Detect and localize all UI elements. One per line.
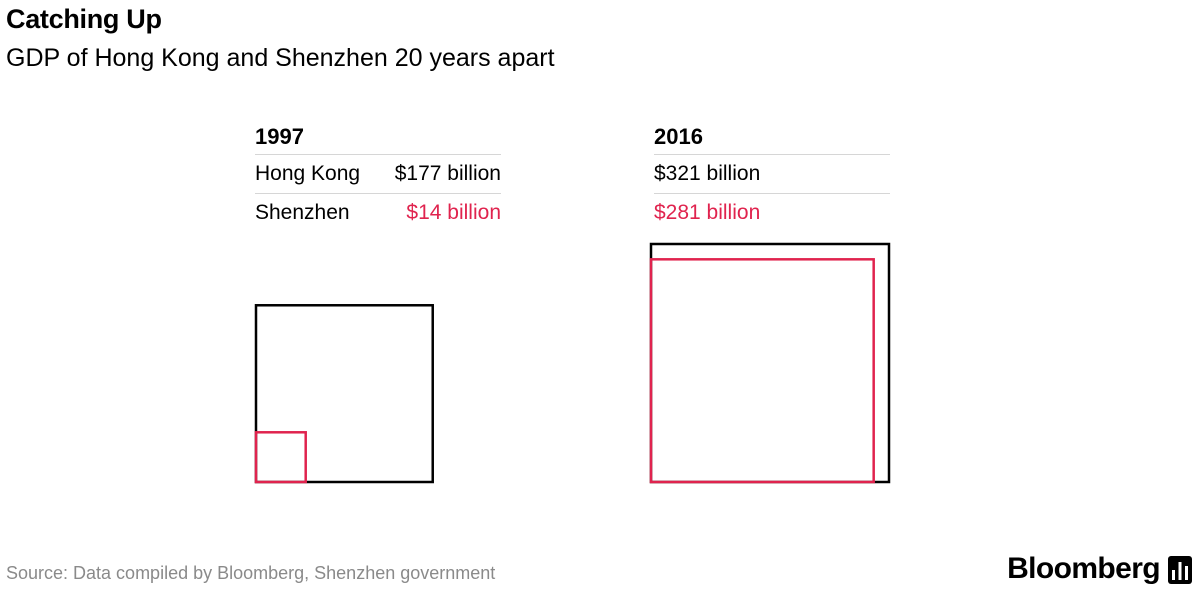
square-shenzhen-1997 <box>254 431 307 484</box>
value-hong-kong-2016: $321 billion <box>654 162 761 185</box>
label-hong-kong: Hong Kong <box>255 162 361 185</box>
row-shenzhen-2016: $281 billion <box>654 193 890 232</box>
bloomberg-logo: Bloomberg <box>1007 552 1161 585</box>
panel-1997: 1997 Hong Kong $177 billion Shenzhen $14… <box>255 120 501 232</box>
square-shenzhen-2016 <box>649 258 875 484</box>
bloomberg-terminal-icon <box>1168 556 1192 584</box>
square-hong-kong-1997 <box>254 304 434 484</box>
row-hong-kong-2016: $321 billion <box>654 154 890 193</box>
label-shenzhen: Shenzhen <box>255 201 350 224</box>
value-shenzhen-2016: $281 billion <box>654 201 761 224</box>
panel-2016: 2016 $321 billion $281 billion <box>654 120 890 232</box>
source-note: Source: Data compiled by Bloomberg, Shen… <box>6 563 496 583</box>
value-shenzhen-1997: $14 billion <box>406 201 501 224</box>
value-hong-kong-1997: $177 billion <box>394 162 501 185</box>
panel-year-2016: 2016 <box>654 124 703 149</box>
chart-subtitle: GDP of Hong Kong and Shenzhen 20 years a… <box>6 44 555 72</box>
square-hong-kong-2016 <box>649 242 891 484</box>
row-shenzhen-1997: Shenzhen $14 billion <box>255 193 501 232</box>
panel-year-1997: 1997 <box>255 124 304 149</box>
row-hong-kong-1997: Hong Kong $177 billion <box>255 154 501 193</box>
chart-title: Catching Up <box>6 4 162 34</box>
